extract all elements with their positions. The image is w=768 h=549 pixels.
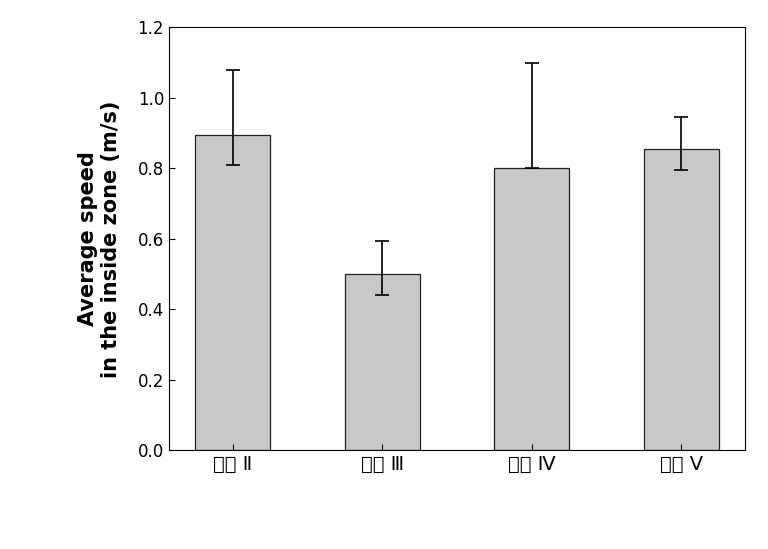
- Bar: [644, 149, 719, 450]
- Bar: [495, 169, 569, 450]
- Bar: [195, 135, 270, 450]
- Bar: [345, 274, 419, 450]
- Y-axis label: Average speed
in the inside zone (m/s): Average speed in the inside zone (m/s): [78, 100, 121, 378]
